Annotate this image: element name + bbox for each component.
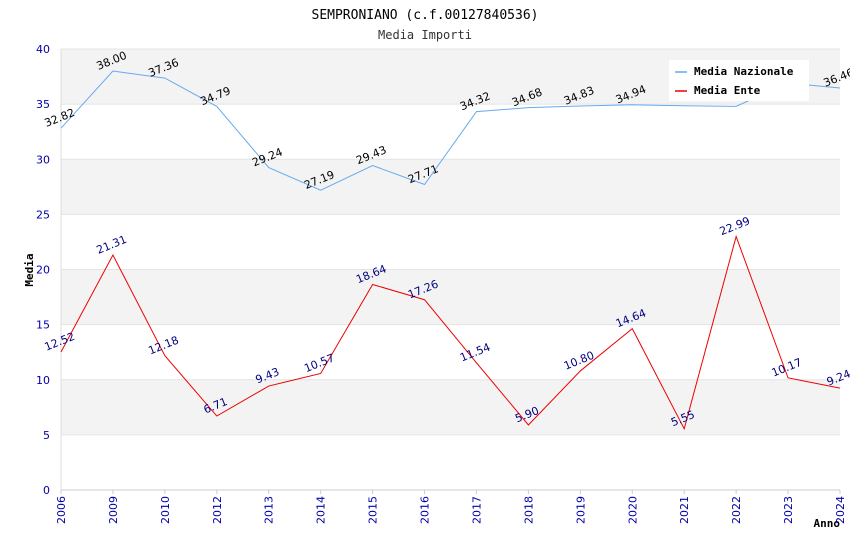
y-tick-label: 15 xyxy=(36,319,50,332)
x-tick-label: 2015 xyxy=(367,496,380,524)
x-axis-label: Anno xyxy=(814,517,841,530)
x-tick-label: 2019 xyxy=(574,496,587,524)
chart-subtitle: Media Importi xyxy=(378,28,472,42)
y-tick-label: 30 xyxy=(36,153,50,166)
y-tick-label: 40 xyxy=(36,43,50,56)
grid-band xyxy=(61,379,840,435)
series-group xyxy=(60,70,841,431)
legend-label-media-nazionale: Media Nazionale xyxy=(694,65,794,78)
x-tick-label: 2014 xyxy=(315,496,328,524)
x-tick-label: 2017 xyxy=(470,496,483,524)
grid-band xyxy=(61,434,840,490)
y-tick-label: 20 xyxy=(36,264,50,277)
x-tick-label: 2006 xyxy=(55,496,68,524)
x-tick-label: 2012 xyxy=(211,496,224,524)
axes: 0 5 10 15 20 25 30 35 40 2006 2009 2010 2012 2013 2014… xyxy=(36,43,847,524)
x-tick-label: 2024 xyxy=(834,496,847,524)
x-tick-label: 2021 xyxy=(678,496,691,524)
y-tick-label: 35 xyxy=(36,98,50,111)
y-axis-label: Media xyxy=(23,253,36,286)
grid-band xyxy=(61,104,840,160)
x-tick-label: 2013 xyxy=(263,496,276,524)
x-tick-label: 2018 xyxy=(522,496,535,524)
y-tick-label: 10 xyxy=(36,374,50,387)
x-tick-label: 2020 xyxy=(626,496,639,524)
x-tick-label: 2010 xyxy=(159,496,172,524)
x-tick-label: 2023 xyxy=(782,496,795,524)
legend: Media Nazionale Media Ente xyxy=(669,60,809,101)
y-tick-label: 0 xyxy=(43,484,50,497)
grid-bands xyxy=(61,49,840,490)
legend-label-media-ente: Media Ente xyxy=(694,84,761,97)
y-tick-label: 25 xyxy=(36,208,50,221)
x-tick-label: 2022 xyxy=(730,496,743,524)
grid-band xyxy=(61,269,840,325)
series-line-media-nazionale xyxy=(60,70,841,191)
grid-band xyxy=(61,214,840,270)
x-tick-label: 2016 xyxy=(419,496,432,524)
y-tick-label: 5 xyxy=(43,429,50,442)
series-line-media-ente xyxy=(60,234,841,431)
grid-band xyxy=(61,159,840,215)
chart-title: SEMPRONIANO (c.f.00127840536) xyxy=(312,8,539,23)
legend-box xyxy=(669,60,809,101)
x-tick-label: 2009 xyxy=(107,496,120,524)
